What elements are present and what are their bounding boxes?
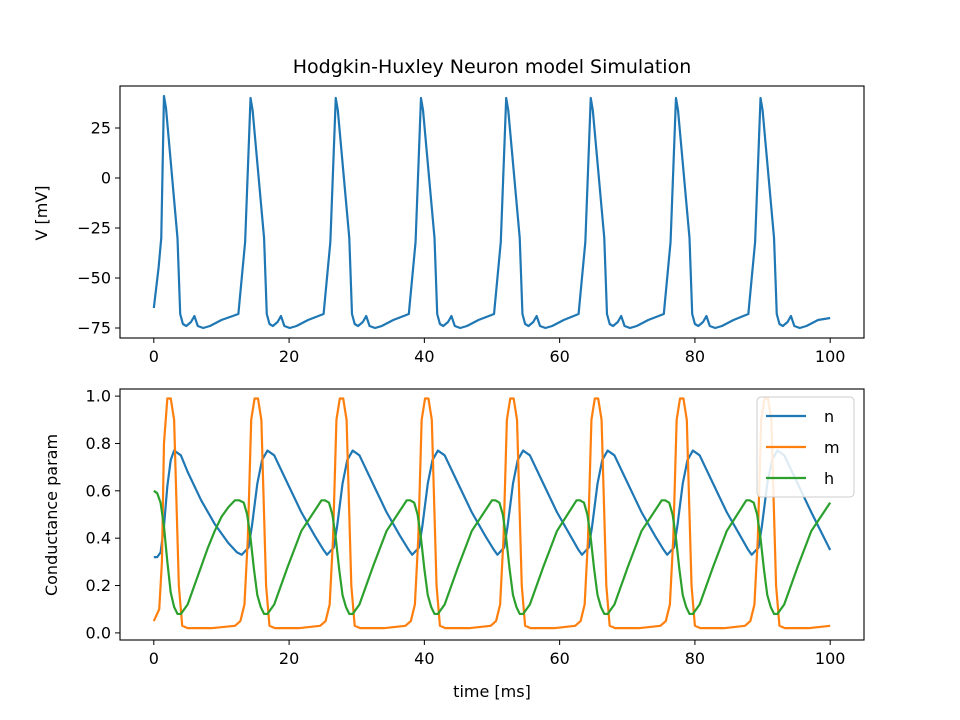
conductance-ytick-label: 0.2 <box>86 576 111 595</box>
voltage-xtick-label: 40 <box>414 347 434 366</box>
time-xlabel: time [ms] <box>453 682 531 701</box>
conductance-xtick-label: 80 <box>685 649 705 668</box>
voltage-axes: 0 20 40 60 80 100 25 0 −25 −50 −75 <box>77 85 865 366</box>
voltage-ytick-label: −50 <box>77 269 111 288</box>
voltage-xtick-label: 60 <box>549 347 569 366</box>
legend-label-h: h <box>824 469 834 488</box>
voltage-ylabel: V [mV] <box>32 185 51 240</box>
conductance-series-line-m <box>152 397 831 630</box>
conductance-ytick-label: 0.4 <box>86 529 111 548</box>
voltage-xtick-label: 20 <box>279 347 299 366</box>
conductance-xtick-label: 100 <box>815 649 846 668</box>
voltage-plot-frame <box>119 85 865 339</box>
voltage-series-line <box>152 94 831 330</box>
conductance-axes: 0 20 40 60 80 100 0.0 0.2 0.4 0.6 0.8 1.0 <box>86 387 865 668</box>
legend-label-n: n <box>824 407 834 426</box>
conductance-ytick-label: 1.0 <box>86 387 111 406</box>
legend: n m h <box>756 396 855 498</box>
voltage-xtick-label: 0 <box>149 347 159 366</box>
conductance-plot-frame <box>119 388 865 641</box>
conductance-xtick-label: 40 <box>414 649 434 668</box>
chart-title: Hodgkin-Huxley Neuron model Simulation <box>293 56 692 78</box>
legend-label-m: m <box>824 438 840 457</box>
voltage-ytick-label: −25 <box>77 219 111 238</box>
conductance-ytick-label: 0.0 <box>86 623 111 642</box>
voltage-ytick-label: 25 <box>91 119 111 138</box>
conductance-ytick-label: 0.8 <box>86 434 111 453</box>
conductance-series-line-h <box>153 489 832 616</box>
voltage-xtick-label: 100 <box>815 347 846 366</box>
conductance-xtick-label: 60 <box>549 649 569 668</box>
voltage-ytick-label: −75 <box>77 319 111 338</box>
conductance-ytick-label: 0.6 <box>86 481 111 500</box>
voltage-xtick-label: 80 <box>685 347 705 366</box>
conductance-xtick-label: 0 <box>149 649 159 668</box>
conductance-xtick-label: 20 <box>279 649 299 668</box>
voltage-ytick-label: 0 <box>101 169 111 188</box>
conductance-ylabel: Conductance param <box>42 434 61 596</box>
